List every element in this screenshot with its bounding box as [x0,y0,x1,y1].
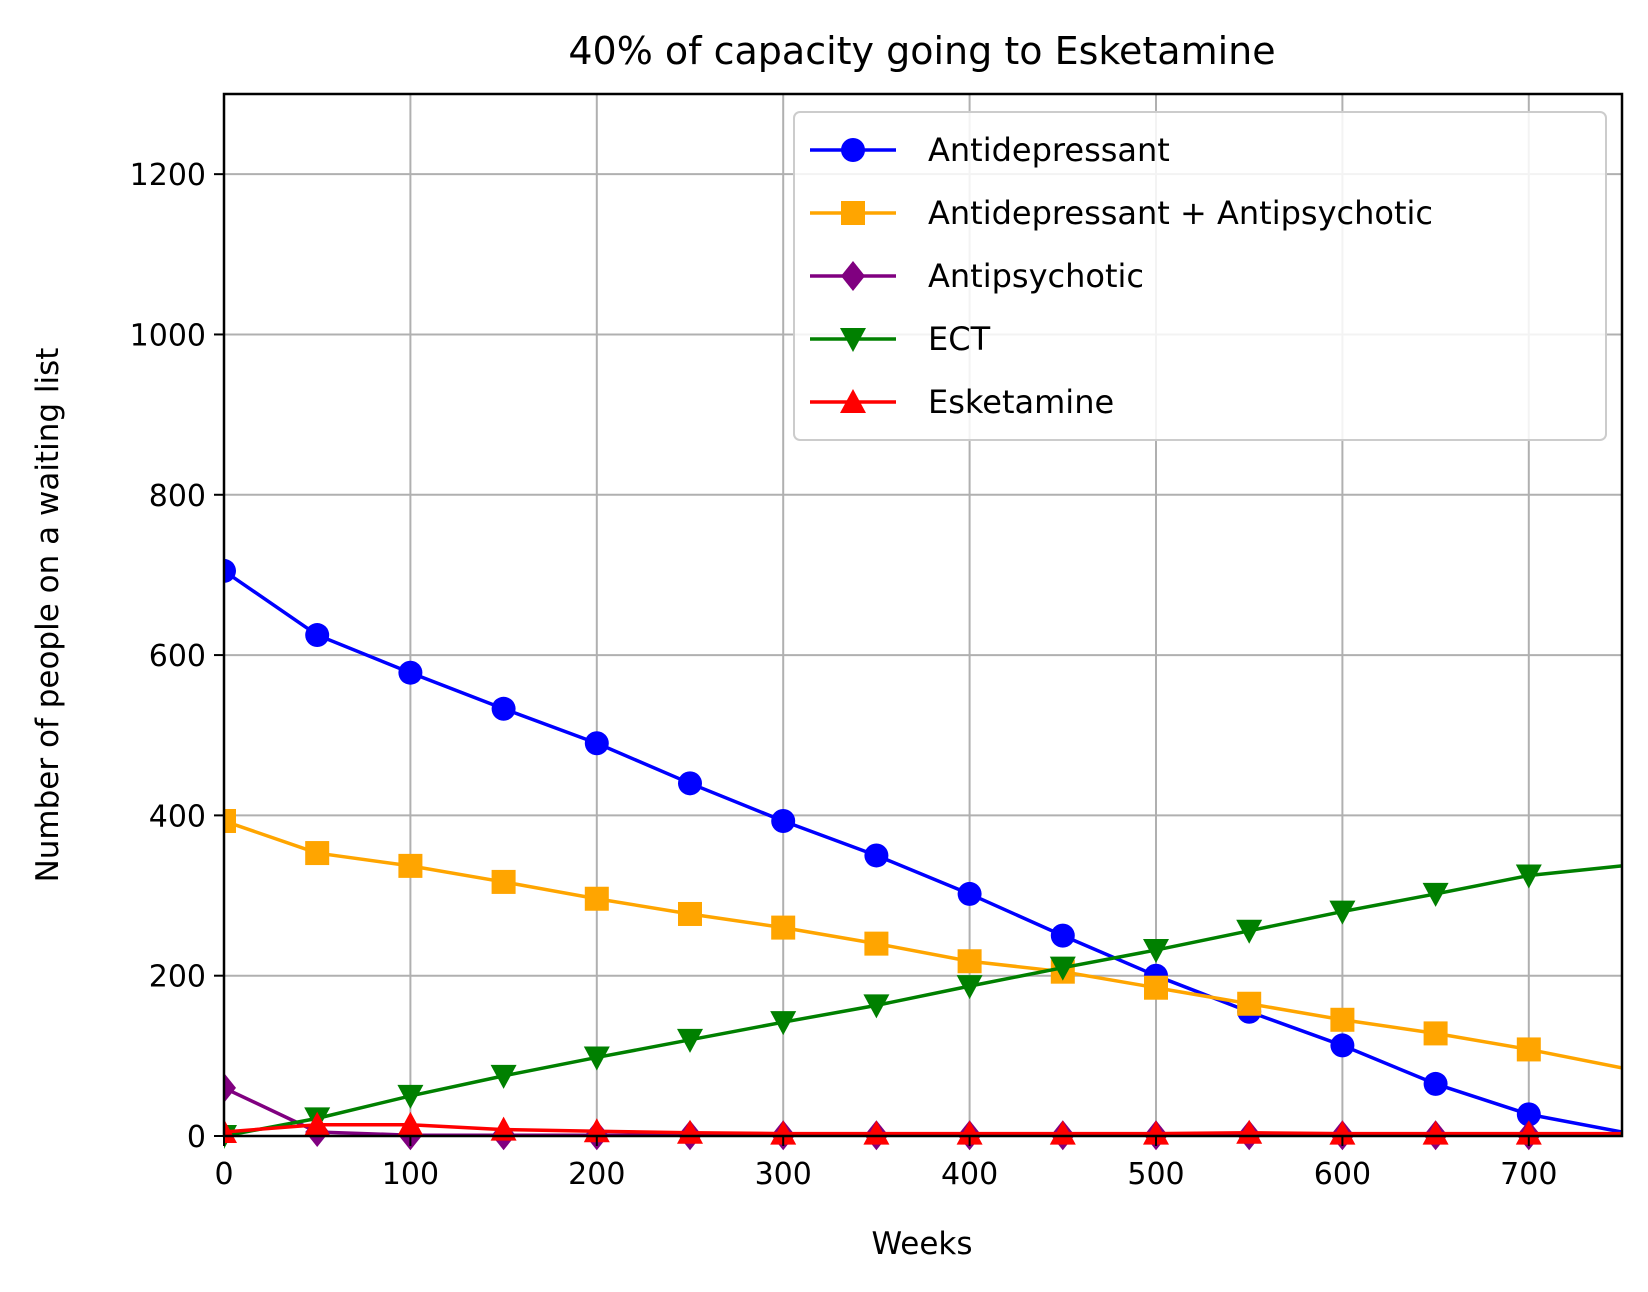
x-tick-label: 600 [1314,1157,1371,1192]
data-point-antidepressant-antipsychotic [224,808,236,833]
legend-box [793,111,1607,441]
data-point-esketamine [1143,1120,1169,1145]
data-point-esketamine [677,1119,703,1144]
data-point-antidepressant [398,660,423,685]
data-point-ect [490,1064,517,1089]
data-point-ect [1049,956,1076,981]
legend-swatch-marker [841,261,865,291]
data-point-antidepressant-antipsychotic [398,853,423,878]
data-point-antidepressant [864,843,889,868]
legend-label: ECT [928,320,991,358]
data-point-ect [863,994,890,1019]
legend-label: Antidepressant [928,131,1170,169]
data-point-antidepressant-antipsychotic [864,931,889,956]
legend-swatch-marker [841,201,865,225]
data-point-esketamine [1329,1120,1356,1145]
data-point-antidepressant [957,881,982,906]
data-point-ect [397,1084,424,1109]
legend-item-antidepressant: Antidepressant [810,131,1170,169]
series-line-ect [224,864,1622,1138]
data-point-esketamine [490,1116,517,1141]
series-line-antidepressant-antipsychotic [224,819,1622,1070]
legend-item-esketamine: Esketamine [810,383,1114,421]
data-point-antidepressant-antipsychotic [491,869,516,894]
data-point-ect [1236,919,1263,944]
x-tick-label: 700 [1500,1157,1557,1192]
y-tick-label: 200 [149,960,206,995]
legend-label: Antipsychotic [928,257,1144,295]
data-point-antidepressant-antipsychotic [1516,1037,1541,1062]
series-line-esketamine [224,1123,1622,1136]
data-point-antidepressant [584,731,609,756]
data-point-antidepressant [1330,1033,1355,1058]
data-point-antidepressant [491,696,516,721]
x-tick-label: 400 [941,1157,998,1192]
series-esketamine [224,1111,1622,1145]
data-point-antidepressant-antipsychotic [305,841,330,866]
y-tick-label: 1000 [130,318,206,353]
data-point-esketamine [1049,1120,1076,1145]
data-point-ect [677,1028,703,1053]
data-point-antidepressant-antipsychotic [771,915,796,940]
data-point-ect [1515,864,1542,889]
data-point-ect [583,1046,610,1071]
data-point-esketamine [1515,1120,1542,1145]
y-tick-label: 800 [149,479,206,514]
series-ect [224,864,1622,1149]
data-point-antidepressant [224,558,236,583]
data-point-esketamine [863,1120,890,1145]
data-point-antidepressant-antipsychotic [1330,1007,1355,1032]
data-point-antidepressant-antipsychotic [678,901,702,926]
data-point-antidepressant [1423,1071,1448,1096]
legend-swatch-marker [841,138,865,162]
y-tick-label: 1200 [130,158,206,193]
chart-title: 40% of capacity going to Esketamine [568,29,1275,73]
x-tick-label: 0 [214,1157,233,1192]
data-point-antidepressant-antipsychotic [584,886,609,911]
legend-swatch-marker [840,389,866,413]
legend-item-antipsychotic: Antipsychotic [810,257,1144,295]
data-point-antidepressant [678,771,702,796]
legend-label: Antidepressant + Antipsychotic [928,194,1433,232]
x-axis-label: Weeks [871,1226,972,1262]
data-point-ect [1329,900,1356,925]
legend-label: Esketamine [928,383,1114,421]
data-point-antidepressant [1516,1102,1541,1127]
data-point-antidepressant-antipsychotic [1423,1021,1448,1046]
y-tick-label: 600 [149,639,206,674]
data-point-antidepressant-antipsychotic [1144,975,1168,1000]
x-tick-label: 500 [1127,1157,1184,1192]
data-point-antipsychotic [224,1072,236,1103]
legend-swatch-marker [840,328,866,352]
data-point-ect [956,975,983,1000]
data-point-esketamine [770,1120,797,1145]
y-tick-label: 400 [149,799,206,834]
data-point-esketamine [956,1120,983,1145]
data-point-antidepressant [305,623,330,648]
data-point-esketamine [304,1111,331,1136]
data-point-esketamine [1236,1119,1263,1144]
legend: Antidepressant Antidepressant + Antipsych… [793,111,1607,441]
y-axis-label: Number of people on a waiting list [30,348,66,883]
data-point-esketamine [397,1111,424,1136]
data-point-antidepressant-antipsychotic [957,949,982,974]
data-point-ect [1143,939,1169,964]
x-tick-label: 300 [755,1157,812,1192]
ticks: 0 100 200 300 400 500 600 700 0 200 400 600 800 1000 1… [130,158,1558,1192]
series-antidepressant-antipsychotic [224,808,1622,1070]
series-line-antidepressant [224,569,1622,1134]
data-point-antidepressant [771,808,796,833]
y-tick-label: 0 [187,1120,206,1155]
legend-item-ect: ECT [810,320,991,358]
data-point-ect [1422,882,1449,907]
legend-item-antidepressant-antipsychotic: Antidepressant + Antipsychotic [810,194,1433,232]
data-point-antidepressant-antipsychotic [1237,991,1262,1016]
x-tick-label: 100 [382,1157,439,1192]
data-point-antidepressant [1050,923,1075,948]
axes-frame [222,92,1624,1138]
data-point-esketamine [1422,1120,1449,1145]
x-tick-label: 200 [568,1157,625,1192]
data-point-ect [770,1011,797,1036]
